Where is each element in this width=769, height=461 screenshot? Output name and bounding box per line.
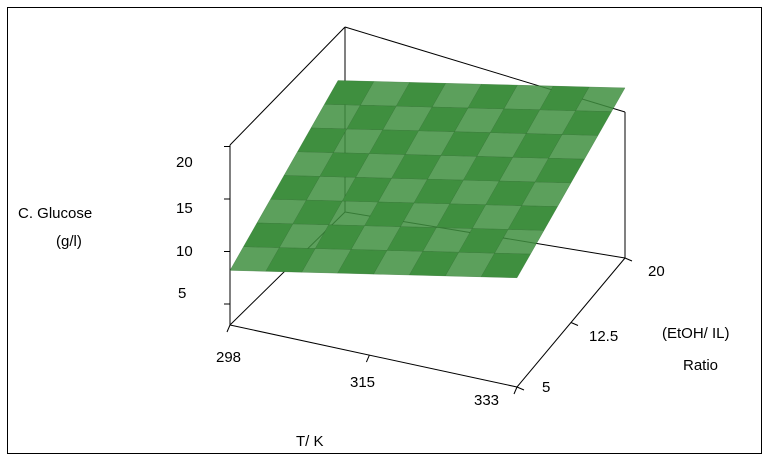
- y-axis-title-line1: (EtOH/ IL): [662, 325, 730, 342]
- z-axis-title-line2: (g/l): [56, 233, 82, 250]
- x-tick-label: 315: [350, 374, 375, 391]
- z-tick-label: 20: [176, 154, 193, 171]
- box-edge-top-left: [229, 26, 346, 146]
- x-tick-mark: [226, 324, 231, 333]
- y-tick-label: 5: [542, 379, 550, 396]
- y-tick-mark: [624, 257, 633, 262]
- tick-layer: [224, 146, 633, 395]
- z-axis-title-line1: C. Glucose: [18, 205, 92, 222]
- x-tick-label: 298: [216, 349, 241, 366]
- x-axis-title: T/ K: [296, 433, 324, 450]
- y-tick-mark: [570, 322, 579, 326]
- y-tick-label: 12.5: [589, 328, 618, 345]
- surface-layer: [229, 80, 626, 278]
- y-tick-label: 20: [648, 263, 665, 280]
- z-tick-label: 15: [176, 200, 193, 217]
- x-axis-line: [229, 324, 518, 388]
- x-tick-mark: [513, 386, 518, 395]
- surface-patch: [575, 86, 626, 112]
- z-tick-label: 10: [176, 243, 193, 260]
- y-tick-mark: [516, 386, 525, 391]
- y-axis-title-line2: Ratio: [683, 357, 718, 374]
- z-tick-label: 5: [178, 285, 186, 302]
- x-tick-mark: [365, 354, 370, 363]
- x-tick-label: 333: [474, 392, 499, 409]
